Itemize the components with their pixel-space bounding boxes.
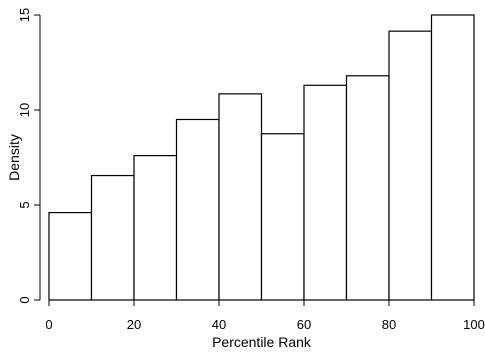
x-axis-title: Percentile Rank	[212, 334, 312, 350]
axes-group: 0 20 40 60 80 100 0 5 10 15	[17, 8, 485, 332]
y-axis-title: Density	[6, 134, 22, 181]
histogram-bar	[345, 75, 390, 301]
histogram-bar	[388, 30, 433, 301]
y-tick-label: 5	[17, 201, 32, 208]
x-tick-label: 100	[463, 317, 485, 332]
bars-group	[48, 14, 475, 301]
histogram-bar	[48, 212, 93, 301]
histogram-bar	[90, 174, 135, 301]
histogram-bar	[133, 155, 178, 301]
histogram-bar	[430, 14, 475, 301]
x-tick-label: 60	[297, 317, 311, 332]
y-tick-label: 10	[17, 103, 32, 117]
x-tick-label: 80	[382, 317, 396, 332]
histogram-bar	[260, 133, 305, 301]
y-tick-label: 0	[17, 296, 32, 303]
x-tick-label: 40	[212, 317, 226, 332]
x-tick-label: 20	[127, 317, 141, 332]
x-tick-label: 0	[45, 317, 52, 332]
histogram-bar	[175, 118, 220, 301]
histogram-bar	[218, 93, 263, 301]
y-tick-label: 15	[17, 8, 32, 22]
histogram-bar	[303, 84, 348, 301]
